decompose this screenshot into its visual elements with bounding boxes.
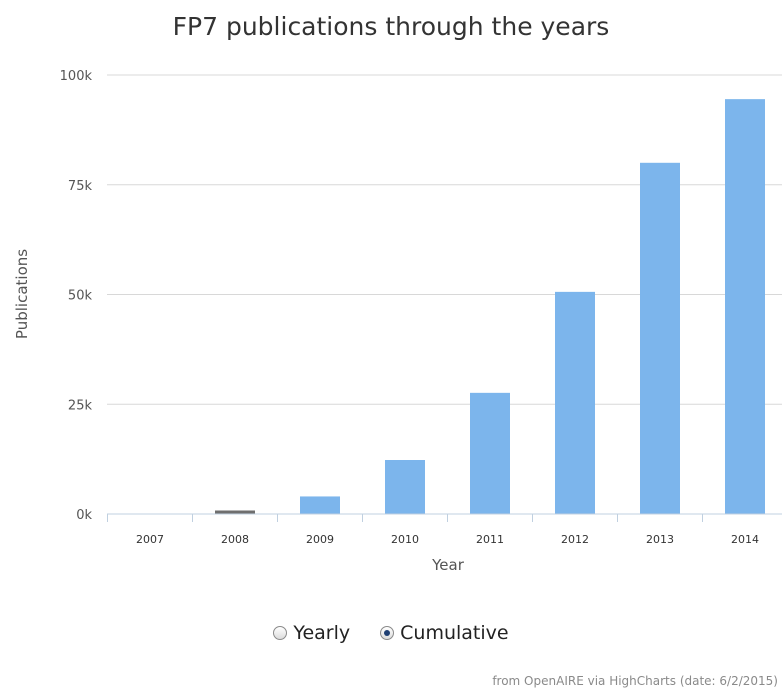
chart-title: FP7 publications through the years [173, 12, 610, 41]
y-tick-label: 50k [68, 289, 93, 304]
bar-2011[interactable] [470, 392, 510, 514]
x-tick-label: 2010 [391, 533, 419, 546]
x-tick-label: 2009 [306, 533, 334, 546]
bar-series [215, 99, 765, 515]
bar-2013[interactable] [640, 162, 680, 515]
cumulative-label: Cumulative [400, 622, 509, 644]
chart-mode-toggle: Yearly Cumulative [0, 622, 782, 644]
x-tick-label: 2014 [731, 533, 759, 546]
y-axis-title: Publications [13, 249, 31, 339]
y-tick-label: 0k [76, 508, 92, 523]
y-tick-label: 75k [68, 179, 93, 194]
bar-2009[interactable] [300, 496, 340, 514]
x-tick-label: 2008 [221, 533, 249, 546]
yearly-radio[interactable] [273, 626, 288, 640]
yearly-option[interactable]: Yearly [273, 622, 350, 644]
cumulative-radio[interactable] [380, 626, 395, 640]
y-axis-ticks: 0k 25k 50k 75k 100k [60, 69, 93, 523]
source-credit: from OpenAIRE via HighCharts (date: 6/2/… [492, 674, 778, 688]
bar-2008[interactable] [215, 510, 255, 514]
bar-2014[interactable] [725, 99, 765, 515]
y-tick-label: 100k [60, 69, 93, 84]
x-axis-title: Year [431, 556, 465, 574]
x-tick-label: 2011 [476, 533, 504, 546]
yearly-label: Yearly [293, 622, 351, 644]
y-tick-label: 25k [68, 398, 93, 413]
bar-2012[interactable] [555, 291, 595, 514]
x-tick-label: 2013 [646, 533, 674, 546]
x-tick-label: 2007 [136, 533, 164, 546]
cumulative-option[interactable]: Cumulative [380, 622, 509, 644]
bar-2010[interactable] [385, 460, 425, 514]
grid-lines [107, 74, 782, 515]
x-tick-label: 2012 [561, 533, 589, 546]
x-axis-ticks: 2007 2008 2009 2010 2011 2012 2013 2014 [107, 513, 782, 546]
